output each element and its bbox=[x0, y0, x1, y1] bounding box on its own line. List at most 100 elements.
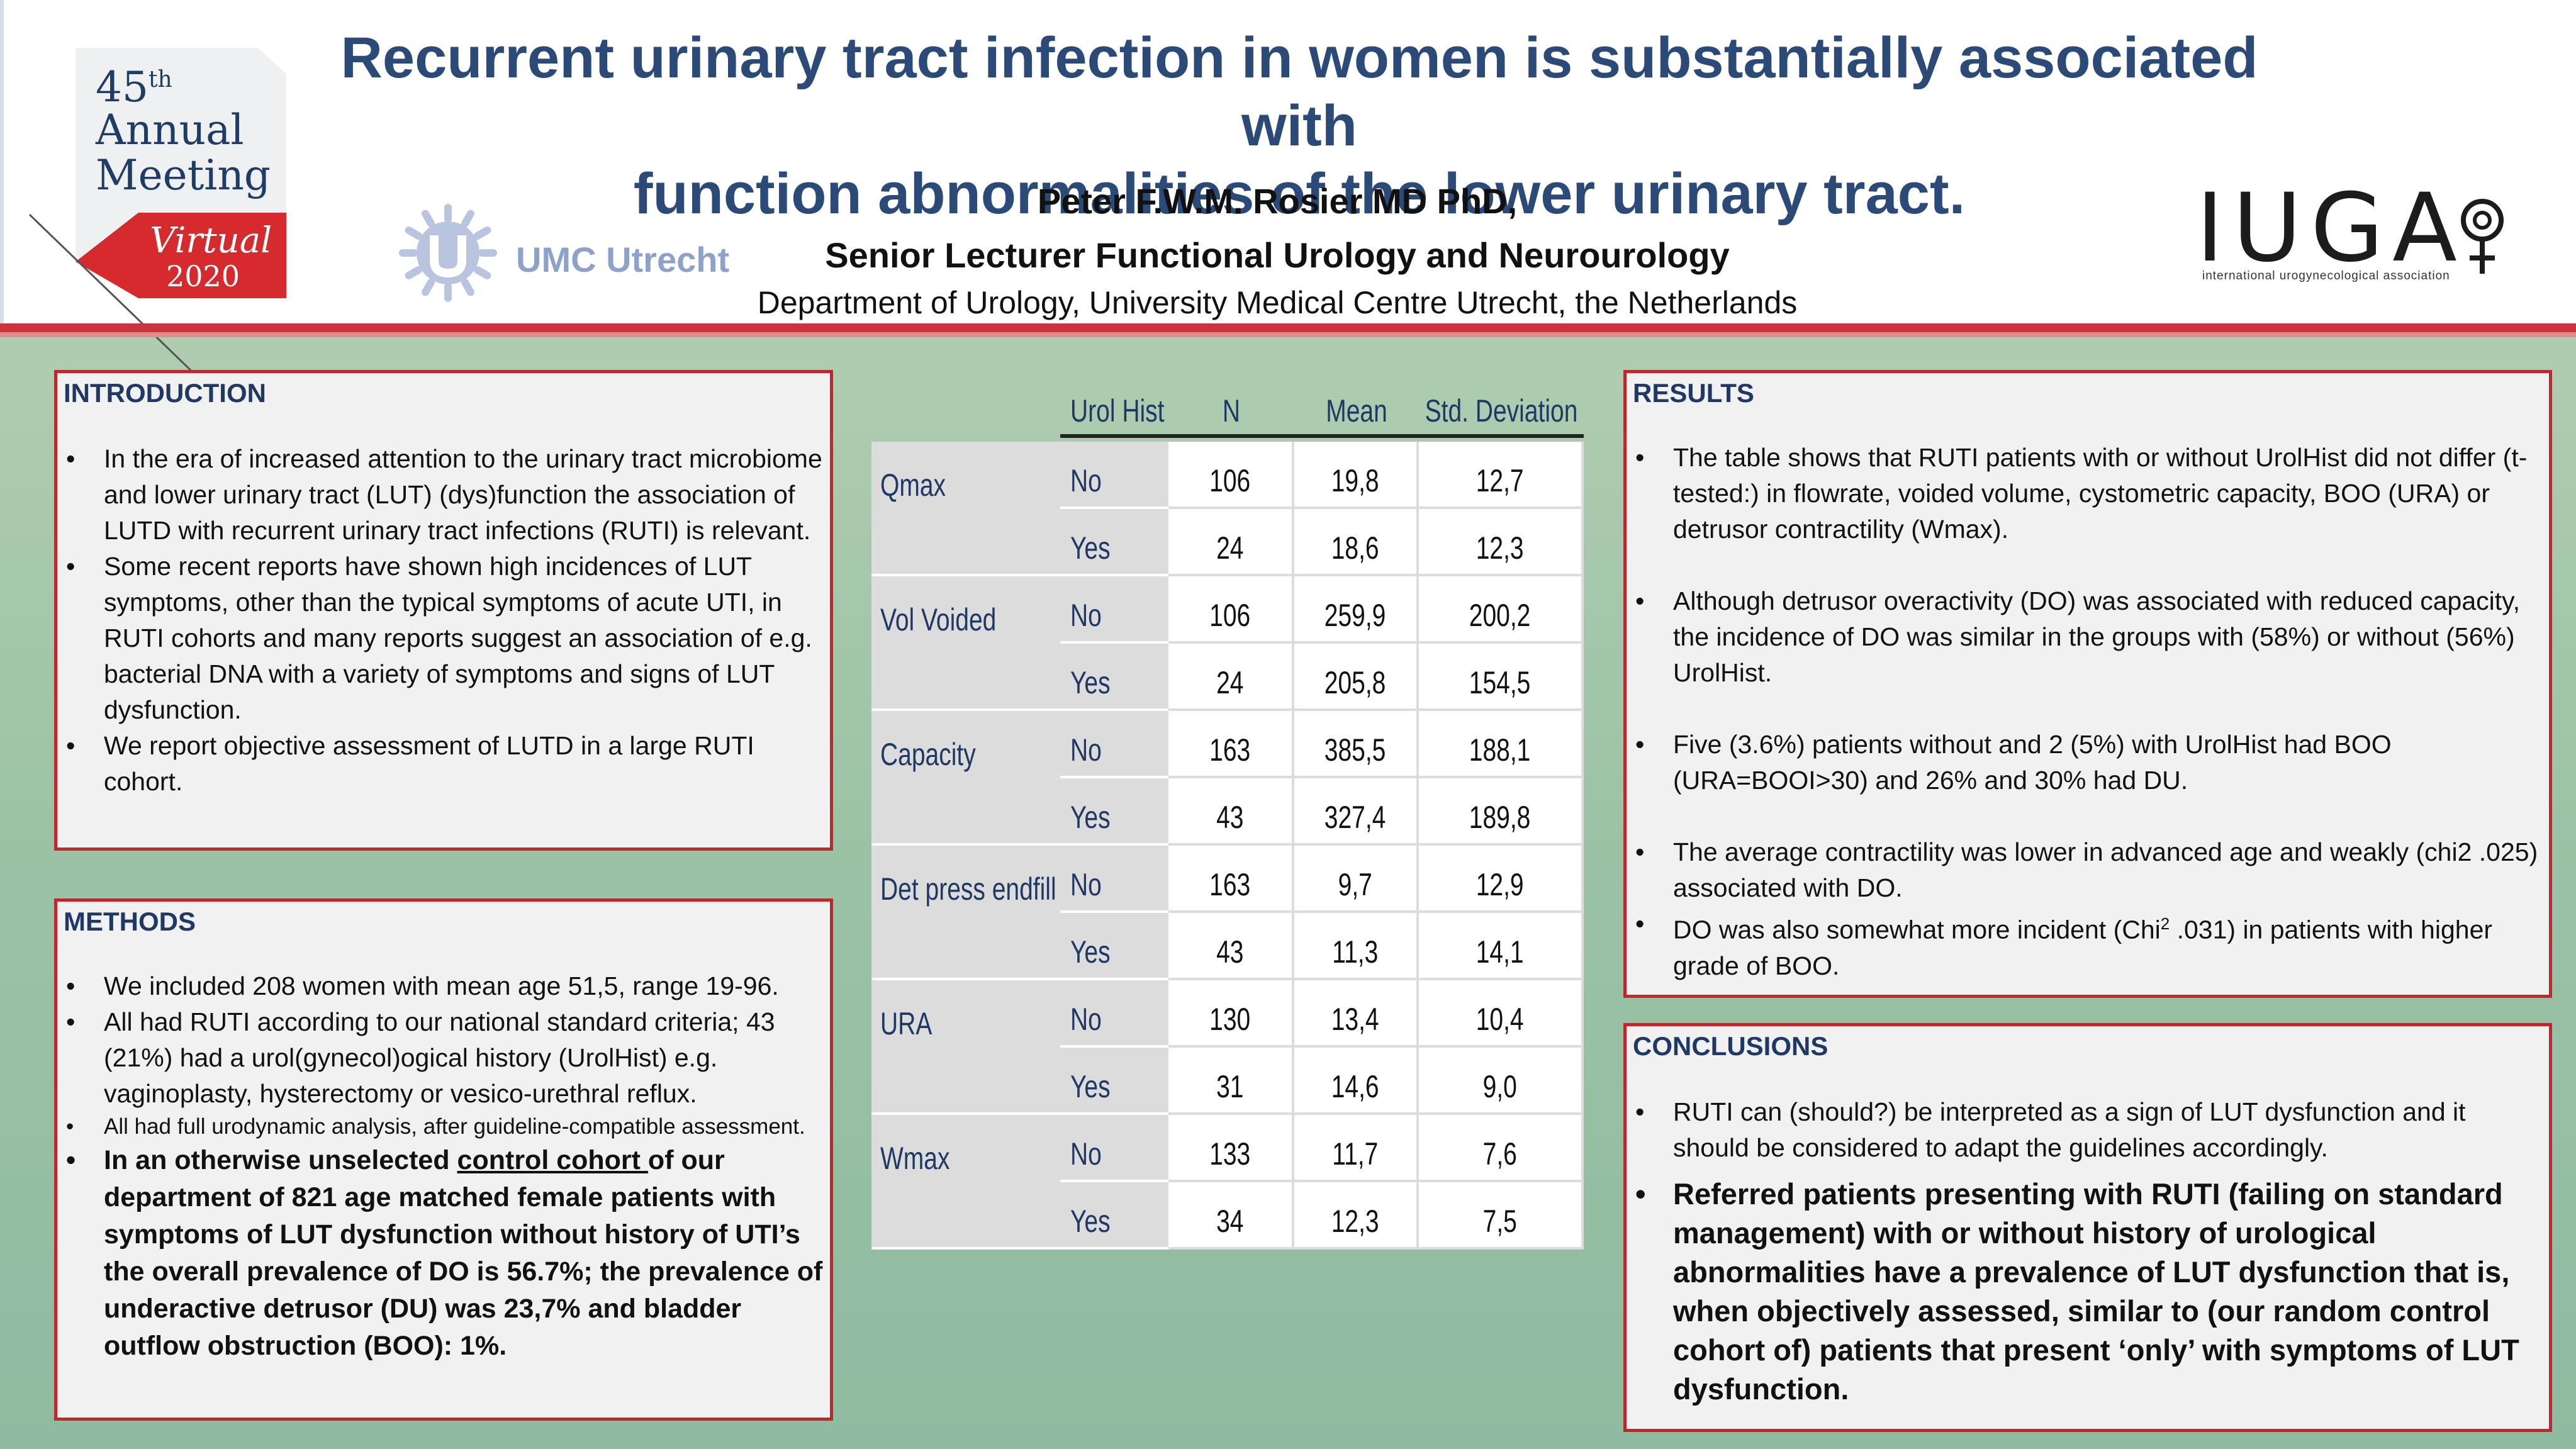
table-value-cell: 12,9 bbox=[1419, 846, 1584, 913]
table-value-cell: 12,7 bbox=[1419, 442, 1584, 509]
iuga-logo-subtitle: international urogynecological associati… bbox=[2202, 269, 2450, 283]
table-cell-text: 385,5 bbox=[1324, 732, 1386, 768]
author-role: Senior Lecturer Functional Urology and N… bbox=[825, 235, 1730, 275]
list-item: The average contractility was lower in a… bbox=[1635, 834, 2541, 906]
table-urolhist-cell: No bbox=[1060, 442, 1168, 509]
table-cell-text: 130 bbox=[1209, 1002, 1251, 1037]
table-cell-text: 11,7 bbox=[1332, 1136, 1379, 1172]
table-value-cell: 14,1 bbox=[1419, 913, 1584, 980]
table-urolhist-cell: Yes bbox=[1060, 509, 1168, 576]
table-value-cell: 7,6 bbox=[1419, 1115, 1584, 1182]
poster-header: 45th Annual Meeting Virtual 2020 bbox=[0, 0, 2576, 373]
list-item: Five (3.6%) patients without and 2 (5%) … bbox=[1635, 727, 2541, 798]
table-cell-text: No bbox=[1070, 463, 1102, 498]
table-value-cell: 133 bbox=[1168, 1115, 1294, 1182]
table-cell-text: 9,0 bbox=[1482, 1069, 1518, 1104]
table-variable-label: URA bbox=[880, 1006, 932, 1041]
table-urolhist-cell: No bbox=[1060, 846, 1168, 913]
table-cell-text: 11,3 bbox=[1332, 934, 1379, 970]
table-value-cell: 163 bbox=[1168, 711, 1294, 778]
author-name: Peter F.W.M. Rosier MD PhD, bbox=[1037, 181, 1518, 221]
table-value-cell: 34 bbox=[1168, 1182, 1294, 1250]
table-value-cell: 14,6 bbox=[1294, 1048, 1419, 1115]
table-value-cell: 13,4 bbox=[1294, 980, 1419, 1048]
table-urolhist-cell: Yes bbox=[1060, 1048, 1168, 1115]
table-cell-text: No bbox=[1070, 598, 1102, 633]
table-variable-cell: Det press endfill bbox=[871, 846, 1060, 980]
table-cell-text: 205,8 bbox=[1324, 665, 1386, 700]
table-cell-text: 154,5 bbox=[1469, 665, 1531, 700]
table-value-cell: 200,2 bbox=[1419, 576, 1584, 644]
table-value-cell: 130 bbox=[1168, 980, 1294, 1048]
author-department: Department of Urology, University Medica… bbox=[757, 285, 1798, 320]
table-cell-text: No bbox=[1070, 1136, 1102, 1172]
table-value-cell: 154,5 bbox=[1419, 644, 1584, 711]
list-item: RUTI can (should?) be interpreted as a s… bbox=[1635, 1094, 2541, 1166]
table-header-cell: Std. Deviation bbox=[1419, 375, 1584, 438]
table-variable-cell: Wmax bbox=[871, 1115, 1060, 1250]
table-value-cell: 189,8 bbox=[1419, 778, 1584, 846]
table-cell-text: 12,9 bbox=[1476, 867, 1524, 902]
table-value-cell: 18,6 bbox=[1294, 509, 1419, 576]
table-cell-text: 13,4 bbox=[1331, 1002, 1379, 1037]
table-cell-text: 9,7 bbox=[1338, 867, 1373, 902]
table-urolhist-cell: No bbox=[1060, 711, 1168, 778]
table-cell-text: 19,8 bbox=[1331, 463, 1379, 498]
table-value-cell: 31 bbox=[1168, 1048, 1294, 1115]
table-cell-text: 34 bbox=[1216, 1204, 1244, 1239]
badge-shape bbox=[76, 48, 286, 298]
table-value-cell: 385,5 bbox=[1294, 711, 1419, 778]
methods-panel: METHODS We included 208 women with mean … bbox=[54, 898, 833, 1421]
umc-logo-text: UMC Utrecht bbox=[516, 240, 730, 279]
table-value-cell: 188,1 bbox=[1419, 711, 1584, 778]
conclusions-list: RUTI can (should?) be interpreted as a s… bbox=[1635, 1094, 2541, 1409]
table-cell-text: Yes bbox=[1070, 934, 1111, 970]
table-value-cell: 11,7 bbox=[1294, 1115, 1419, 1182]
badge-year: 2020 bbox=[166, 259, 240, 293]
table-value-cell: 163 bbox=[1168, 846, 1294, 913]
table-cell-text: 31 bbox=[1216, 1069, 1244, 1104]
table-cell-text: 327,4 bbox=[1324, 800, 1386, 835]
table-cell-text: No bbox=[1070, 867, 1102, 902]
table-variable-label: Det press endfill bbox=[880, 871, 1056, 907]
table-value-cell: 43 bbox=[1168, 778, 1294, 846]
header-edge bbox=[0, 0, 4, 327]
table-cell-text: No bbox=[1070, 732, 1102, 768]
table-cell-text: Yes bbox=[1070, 1204, 1111, 1239]
table-header-cell: Mean bbox=[1294, 375, 1419, 438]
table-urolhist-cell: No bbox=[1060, 1115, 1168, 1182]
table-header-cell: N bbox=[1168, 375, 1294, 438]
table-value-cell: 10,4 bbox=[1419, 980, 1584, 1048]
badge-meeting: Meeting bbox=[96, 151, 271, 199]
table-header-label: Urol Hist bbox=[1070, 393, 1165, 428]
table-value-cell: 19,8 bbox=[1294, 442, 1419, 509]
results-heading: RESULTS bbox=[1633, 378, 1754, 408]
table-value-cell: 259,9 bbox=[1294, 576, 1419, 644]
header-divider-light bbox=[0, 332, 2576, 337]
table-value-cell: 12,3 bbox=[1419, 509, 1584, 576]
table-urolhist-cell: No bbox=[1060, 980, 1168, 1048]
table-value-cell: 205,8 bbox=[1294, 644, 1419, 711]
table-cell-text: 7,5 bbox=[1482, 1204, 1518, 1239]
table-value-cell: 24 bbox=[1168, 644, 1294, 711]
table-header-label: Mean bbox=[1326, 393, 1387, 428]
table-cell-text: 12,7 bbox=[1476, 463, 1524, 498]
table-urolhist-cell: Yes bbox=[1060, 1182, 1168, 1250]
list-item: Some recent reports have shown high inci… bbox=[66, 549, 825, 728]
table-cell-text: Yes bbox=[1070, 1069, 1111, 1104]
table-cell-text: 43 bbox=[1216, 800, 1244, 835]
table-cell-text: 133 bbox=[1209, 1136, 1251, 1172]
table-header-label: N bbox=[1222, 393, 1241, 428]
table-variable-label: Vol Voided bbox=[880, 602, 997, 637]
table-cell-text: 12,3 bbox=[1476, 530, 1524, 566]
list-item: Referred patients presenting with RUTI (… bbox=[1635, 1175, 2541, 1409]
table-cell-text: 43 bbox=[1216, 934, 1244, 970]
conclusions-heading: CONCLUSIONS bbox=[1633, 1031, 1828, 1061]
table-variable-label: Qmax bbox=[880, 467, 946, 503]
table-variable-cell: Capacity bbox=[871, 711, 1060, 846]
table-cell-text: 24 bbox=[1216, 530, 1244, 566]
table-cell-text: 259,9 bbox=[1324, 598, 1386, 633]
iuga-female-symbol-icon bbox=[2461, 199, 2504, 274]
methods-heading: METHODS bbox=[64, 907, 196, 936]
table-urolhist-cell: No bbox=[1060, 576, 1168, 644]
